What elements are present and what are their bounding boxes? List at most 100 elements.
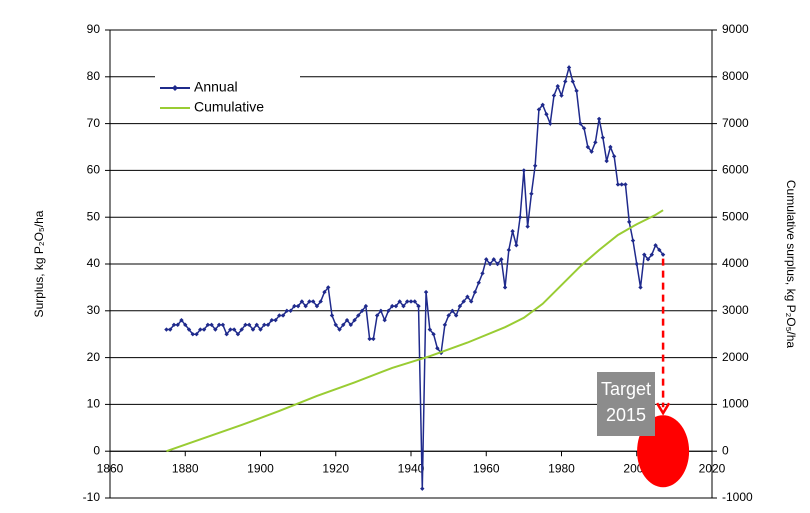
series-line — [166, 209, 664, 453]
data-point — [265, 322, 271, 328]
data-point — [318, 299, 323, 304]
data-point — [611, 154, 617, 159]
data-point — [337, 327, 342, 332]
data-point — [600, 135, 606, 140]
data-point — [164, 327, 169, 332]
y2-tick-label: 8000 — [722, 69, 749, 83]
data-point — [280, 313, 286, 318]
data-point — [405, 299, 410, 304]
data-point — [216, 322, 222, 328]
data-point — [536, 107, 542, 112]
y-tick-label: 30 — [87, 303, 101, 317]
x-tick-label: 1940 — [398, 461, 425, 475]
y-tick-label: 70 — [87, 116, 101, 130]
data-point — [228, 327, 233, 332]
data-point — [585, 144, 591, 150]
data-point — [333, 322, 338, 328]
data-point — [506, 247, 512, 253]
data-point — [213, 327, 218, 332]
data-point — [574, 88, 579, 94]
data-point — [499, 257, 504, 262]
data-point — [198, 327, 203, 332]
data-point — [596, 116, 602, 122]
legend-marker — [172, 85, 178, 91]
data-point — [378, 308, 384, 313]
data-point — [446, 313, 451, 318]
data-point — [510, 229, 515, 234]
data-point — [326, 285, 331, 290]
target-box — [597, 372, 655, 436]
data-point — [262, 322, 267, 328]
y2-axis-label: Cumulative surplus, kg P₂O₅/ha — [784, 180, 798, 349]
data-point — [307, 299, 312, 304]
data-point — [476, 280, 481, 285]
data-point — [277, 313, 282, 318]
target-label: 2015 — [606, 405, 646, 425]
data-point — [525, 224, 530, 229]
data-point — [634, 261, 639, 267]
y-axis-label: Surplus, kg P₂O₅/ha — [32, 210, 46, 317]
legend-box — [155, 68, 300, 120]
data-point — [442, 322, 448, 328]
y-tick-label: 20 — [87, 350, 101, 364]
data-point — [529, 191, 534, 196]
data-point — [190, 332, 195, 337]
y2-tick-label: 3000 — [722, 303, 749, 317]
data-point — [183, 322, 188, 328]
data-point — [660, 252, 666, 257]
y2-tick-label: 1000 — [722, 397, 749, 411]
data-point — [514, 243, 519, 248]
data-point — [589, 149, 594, 154]
y2-tick-label: 9000 — [722, 22, 749, 36]
data-point — [348, 322, 353, 328]
data-point — [642, 252, 647, 257]
data-point — [341, 322, 346, 328]
data-point — [627, 219, 632, 225]
y-tick-label: 80 — [87, 69, 101, 83]
data-point — [423, 289, 429, 295]
data-point — [521, 168, 527, 173]
data-point — [578, 121, 583, 126]
data-point — [416, 303, 421, 309]
data-point — [299, 299, 305, 304]
data-point — [495, 261, 500, 267]
data-point — [487, 261, 493, 267]
y2-tick-label: 2000 — [722, 350, 749, 364]
y-tick-label: 10 — [87, 397, 101, 411]
data-point — [175, 322, 180, 328]
y-tick-label: -10 — [83, 490, 101, 504]
data-point — [517, 215, 523, 220]
data-point — [356, 313, 361, 318]
data-point — [220, 322, 226, 328]
data-point — [408, 299, 414, 304]
data-point — [566, 65, 572, 70]
data-point — [389, 303, 395, 309]
data-point — [472, 289, 478, 295]
data-point — [239, 327, 244, 332]
data-point — [623, 182, 628, 187]
data-point — [179, 317, 184, 323]
data-point — [615, 182, 621, 187]
data-point — [653, 243, 658, 248]
data-point — [243, 322, 248, 328]
y-tick-label: 40 — [87, 256, 101, 270]
data-point — [254, 322, 259, 328]
data-point — [205, 322, 211, 328]
data-point — [386, 308, 391, 313]
data-point — [453, 313, 459, 318]
y2-tick-label: 7000 — [722, 116, 749, 130]
data-point — [608, 144, 613, 150]
data-point — [604, 158, 609, 164]
data-point — [431, 332, 436, 337]
data-point — [250, 327, 256, 332]
data-point — [465, 294, 470, 299]
data-point — [638, 285, 643, 290]
data-point — [367, 336, 372, 342]
data-point — [570, 79, 575, 84]
data-point — [420, 486, 425, 491]
x-tick-label: 1960 — [473, 461, 500, 475]
y-tick-label: 50 — [87, 209, 101, 223]
data-point — [450, 308, 455, 313]
data-point — [303, 303, 308, 309]
data-point — [544, 112, 549, 117]
